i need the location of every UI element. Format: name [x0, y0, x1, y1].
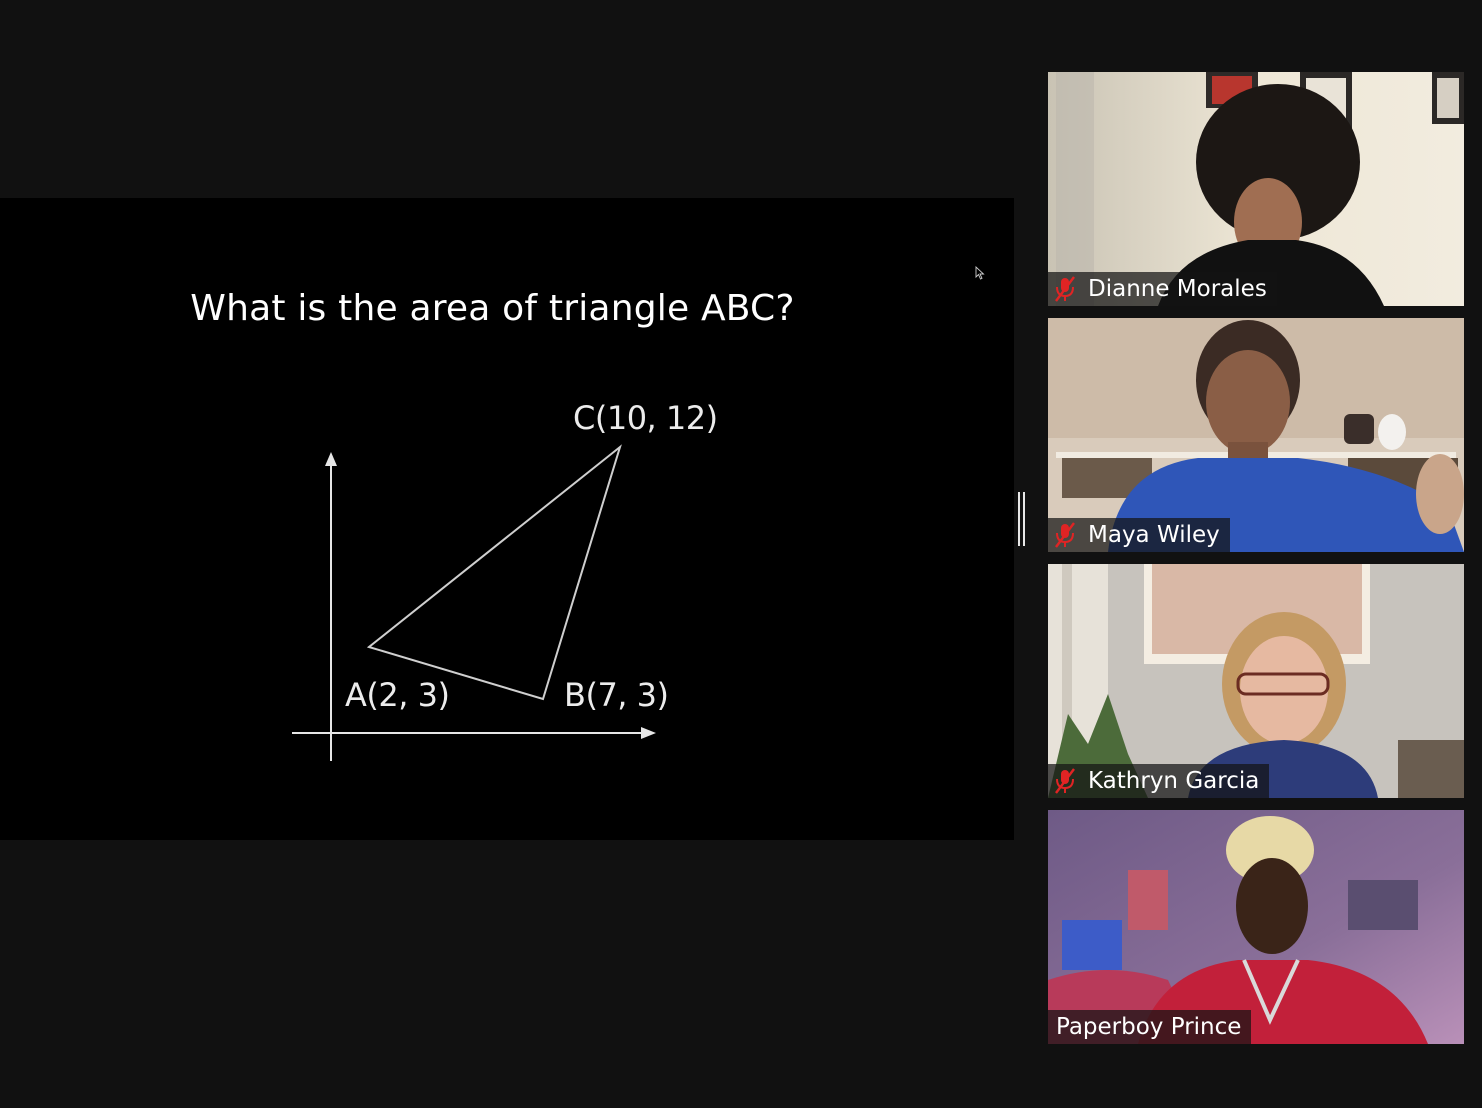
point-a-label: A(2, 3) — [345, 676, 450, 714]
participant-name-tag: Maya Wiley — [1048, 518, 1230, 552]
participant-name: Kathryn Garcia — [1088, 768, 1260, 794]
muted-mic-icon — [1055, 276, 1075, 302]
participant-name: Paperboy Prince — [1056, 1014, 1242, 1040]
participant-tile-paperboy-prince[interactable]: Paperboy Prince — [1048, 810, 1464, 1044]
triangle-diagram — [292, 444, 656, 761]
participant-tile-dianne-morales[interactable]: Dianne Morales — [1048, 72, 1464, 306]
participant-name: Dianne Morales — [1088, 276, 1267, 302]
triangle-abc — [366, 444, 622, 701]
point-b-label: B(7, 3) — [564, 676, 669, 714]
muted-mic-icon — [1055, 522, 1075, 548]
point-c-label: C(10, 12) — [573, 399, 718, 437]
x-axis-arrow — [641, 727, 656, 739]
split-view-handle[interactable] — [1018, 492, 1026, 546]
participant-video — [1048, 810, 1464, 1044]
participant-name-tag: Paperboy Prince — [1048, 1010, 1252, 1044]
participant-video — [1048, 318, 1464, 552]
participant-name-tag: Dianne Morales — [1048, 272, 1277, 306]
participant-video — [1048, 72, 1464, 306]
participant-video — [1048, 564, 1464, 798]
y-axis-arrow — [325, 452, 337, 466]
participant-tile-kathryn-garcia[interactable]: Kathryn Garcia — [1048, 564, 1464, 798]
participant-name-tag: Kathryn Garcia — [1048, 764, 1270, 798]
mouse-cursor-icon — [975, 266, 985, 280]
muted-mic-icon — [1055, 768, 1075, 794]
participant-name: Maya Wiley — [1088, 522, 1220, 548]
participant-tile-maya-wiley[interactable]: Maya Wiley — [1048, 318, 1464, 552]
slide-title: What is the area of triangle ABC? — [190, 288, 795, 329]
